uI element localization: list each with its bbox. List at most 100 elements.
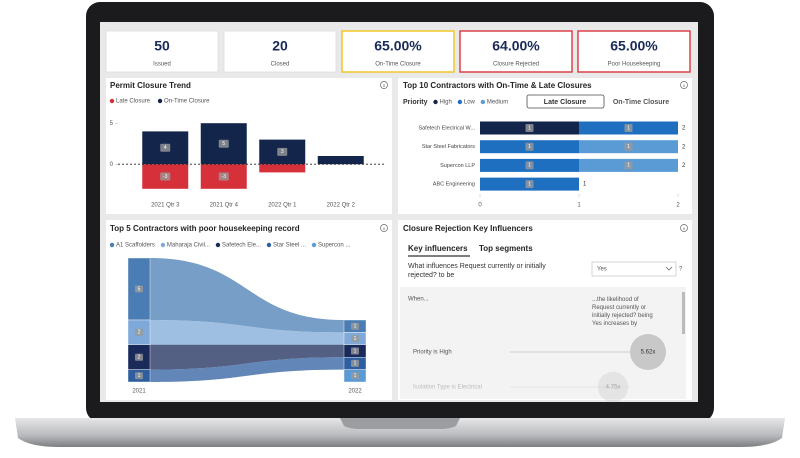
- data-label-box: [135, 328, 143, 336]
- data-label-box: [525, 161, 534, 170]
- y-tick-label: Supercon LLP: [440, 163, 475, 169]
- dropdown[interactable]: [591, 261, 677, 277]
- data-label-box: [351, 359, 359, 367]
- notch: [340, 418, 460, 429]
- data-label-box: [351, 322, 359, 330]
- legend-dot: [433, 99, 438, 105]
- tab[interactable]: Top segments: [479, 244, 533, 253]
- help: ?: [679, 267, 683, 273]
- data-label: 5: [138, 286, 141, 292]
- influencer-value: 5.62x: [641, 350, 656, 356]
- legend-label: Safetech Ele...: [222, 243, 261, 249]
- kpi-value: 20: [272, 38, 288, 54]
- info-icon: [380, 81, 388, 89]
- data-label: 1: [528, 144, 531, 150]
- influencer-label: Priority is High: [413, 350, 452, 356]
- x-tick-label: 2022: [348, 389, 362, 395]
- influencer-bubble: [630, 334, 666, 370]
- legend-dot: [160, 242, 166, 248]
- toggle-button-label[interactable]: Late Closure: [544, 99, 587, 106]
- column-right: ...the likelihood of Request currently or…: [592, 297, 653, 327]
- question: What influences Request currently or ini…: [408, 263, 546, 279]
- data-label-box: [351, 347, 359, 355]
- legend-title: Priority: [403, 99, 428, 106]
- data-label: 1: [354, 324, 357, 330]
- bar: [317, 156, 364, 165]
- data-label: 2: [138, 330, 141, 336]
- toggle-button[interactable]: [526, 94, 605, 109]
- legend-dot: [457, 99, 463, 105]
- data-label-box: [624, 142, 633, 151]
- data-label: 1: [528, 125, 531, 131]
- kpi-value: 65.00%: [610, 38, 658, 54]
- kpi-label: Issued: [153, 62, 171, 68]
- data-label-box: [135, 372, 143, 380]
- tab[interactable]: Key influencers: [408, 244, 468, 253]
- info-icon: [680, 81, 688, 89]
- legend-dot: [215, 242, 221, 248]
- legend-label: On-Time Closure: [164, 99, 210, 105]
- data-label: 2: [138, 355, 141, 361]
- data-label: 3: [281, 149, 284, 155]
- data-label: 1: [627, 125, 630, 131]
- dropdown-value[interactable]: Yes: [597, 267, 607, 273]
- chart-title: Top 10 Contractors with On-Time & Late C…: [403, 81, 592, 90]
- toggle-button-label[interactable]: On-Time Closure: [613, 99, 669, 106]
- total-label: 2: [682, 126, 686, 132]
- data-label: 1: [354, 336, 357, 342]
- data-label-box: [525, 142, 534, 151]
- data-label-box: [624, 161, 633, 170]
- kpi-value: 65.00%: [374, 38, 422, 54]
- legend-dot: [266, 242, 272, 248]
- data-label-box: [160, 172, 171, 181]
- chevron: [665, 266, 673, 271]
- legend-label: Maharaja Civil...: [167, 243, 210, 249]
- total-label: 1: [583, 182, 587, 188]
- kpi-value: 50: [154, 38, 170, 54]
- kpi-label: Closed: [271, 62, 290, 68]
- data-label-box: [351, 372, 359, 380]
- influencer-label: Isolation Type is Electrical: [413, 385, 482, 391]
- kpi-card: [223, 30, 337, 73]
- influencer-bubble: [597, 371, 629, 403]
- y-tick-label: Safetech Electrical W...: [418, 125, 475, 131]
- ribbon: [150, 320, 344, 345]
- data-label: 4: [164, 145, 167, 151]
- legend-label: Late Closure: [116, 99, 151, 105]
- kpi-card: [341, 30, 455, 73]
- info-icon: [680, 224, 688, 232]
- data-label: 1: [354, 348, 357, 354]
- bar: [259, 164, 306, 173]
- legend-label: Star Steel ...: [273, 243, 306, 249]
- data-label: 1: [528, 181, 531, 187]
- legend-label: High: [440, 100, 452, 106]
- chart-title: Permit Closure Trend: [110, 81, 191, 90]
- laptop-base: [15, 418, 785, 447]
- x-tick-label: 1: [577, 203, 581, 209]
- info-icon: [380, 224, 388, 232]
- total-label: 2: [682, 144, 686, 150]
- scrollbar: [682, 292, 685, 334]
- ribbon: [150, 258, 344, 333]
- x-tick-label: 0: [478, 203, 482, 209]
- x-tick-label: 2: [676, 203, 680, 209]
- kpi-label: Closure Rejected: [493, 62, 539, 68]
- data-label-box: [160, 143, 171, 152]
- data-label: 1: [528, 163, 531, 169]
- data-label-box: [525, 180, 534, 189]
- data-label: 5: [222, 141, 225, 147]
- y-tick-label: 0: [110, 162, 114, 168]
- y-tick-label: 5: [110, 121, 114, 127]
- data-label-box: [277, 147, 288, 156]
- legend-label: A1 Scaffolders: [116, 243, 155, 249]
- data-label-box: [525, 124, 534, 132]
- kpi-card: [577, 30, 691, 73]
- influencer-value: 4.75x: [606, 385, 621, 391]
- legend-label: Supercon ...: [318, 243, 351, 249]
- x-tick-label: 2021 Qtr 4: [210, 203, 239, 209]
- legend-label: Medium: [487, 100, 508, 106]
- data-label: 1: [627, 144, 630, 150]
